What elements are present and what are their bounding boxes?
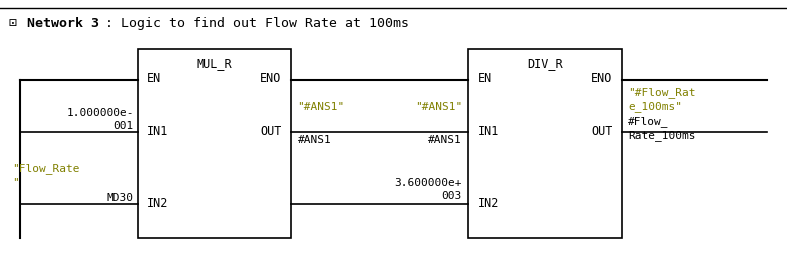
Text: ENO: ENO <box>591 72 612 85</box>
Text: MD30: MD30 <box>107 193 134 203</box>
Text: MUL_R: MUL_R <box>197 57 232 70</box>
Text: #ANS1: #ANS1 <box>297 135 331 145</box>
Text: IN2: IN2 <box>478 198 499 210</box>
Text: #Flow_: #Flow_ <box>628 116 668 127</box>
Text: ": " <box>12 177 19 187</box>
Bar <box>468 49 622 238</box>
Text: EN: EN <box>147 72 161 85</box>
Text: 3.600000e+: 3.600000e+ <box>394 178 462 188</box>
Text: Rate_100ms: Rate_100ms <box>628 130 696 141</box>
Text: : Logic to find out Flow Rate at 100ms: : Logic to find out Flow Rate at 100ms <box>105 17 409 30</box>
Text: 003: 003 <box>442 191 462 201</box>
Text: "#ANS1": "#ANS1" <box>415 102 462 112</box>
Text: Network 3: Network 3 <box>27 17 98 30</box>
Text: 1.000000e-: 1.000000e- <box>66 108 134 118</box>
Text: "Flow_Rate: "Flow_Rate <box>12 163 79 174</box>
Text: 001: 001 <box>113 121 134 131</box>
Text: IN1: IN1 <box>147 125 168 139</box>
Text: OUT: OUT <box>260 125 282 139</box>
Text: IN2: IN2 <box>147 198 168 210</box>
Text: ENO: ENO <box>260 72 282 85</box>
Text: OUT: OUT <box>591 125 612 139</box>
Bar <box>138 49 291 238</box>
Text: #ANS1: #ANS1 <box>428 135 462 145</box>
Text: DIV_R: DIV_R <box>527 57 563 70</box>
Text: e_100ms": e_100ms" <box>628 101 682 112</box>
Text: "#Flow_Rat: "#Flow_Rat <box>628 87 696 98</box>
Text: IN1: IN1 <box>478 125 499 139</box>
Text: "#ANS1": "#ANS1" <box>297 102 345 112</box>
Text: EN: EN <box>478 72 492 85</box>
Text: ⊡: ⊡ <box>9 17 25 30</box>
